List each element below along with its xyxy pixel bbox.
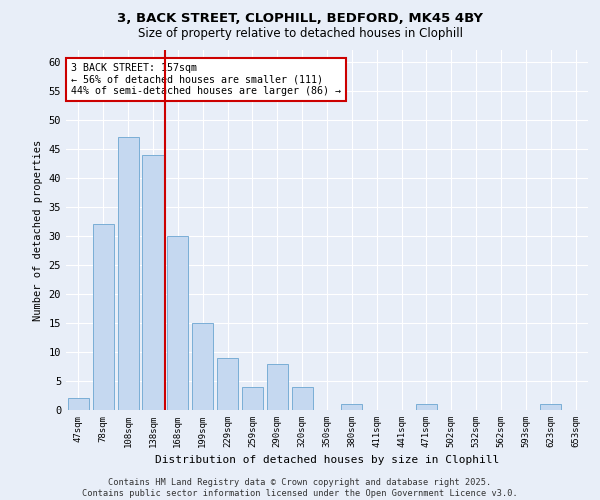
Bar [416, 404, 437, 410]
Y-axis label: Number of detached properties: Number of detached properties [33, 140, 43, 320]
Bar [217, 358, 238, 410]
Bar [167, 236, 188, 410]
Bar [68, 398, 89, 410]
Bar [341, 404, 362, 410]
Bar [267, 364, 288, 410]
Bar [93, 224, 114, 410]
Text: 3 BACK STREET: 157sqm
← 56% of detached houses are smaller (111)
44% of semi-det: 3 BACK STREET: 157sqm ← 56% of detached … [71, 62, 341, 96]
Text: Contains HM Land Registry data © Crown copyright and database right 2025.
Contai: Contains HM Land Registry data © Crown c… [82, 478, 518, 498]
Bar [540, 404, 561, 410]
Bar [142, 154, 164, 410]
Bar [118, 137, 139, 410]
Bar [192, 323, 213, 410]
Bar [292, 387, 313, 410]
Text: Size of property relative to detached houses in Clophill: Size of property relative to detached ho… [137, 28, 463, 40]
Text: 3, BACK STREET, CLOPHILL, BEDFORD, MK45 4BY: 3, BACK STREET, CLOPHILL, BEDFORD, MK45 … [117, 12, 483, 24]
X-axis label: Distribution of detached houses by size in Clophill: Distribution of detached houses by size … [155, 456, 499, 466]
Bar [242, 387, 263, 410]
